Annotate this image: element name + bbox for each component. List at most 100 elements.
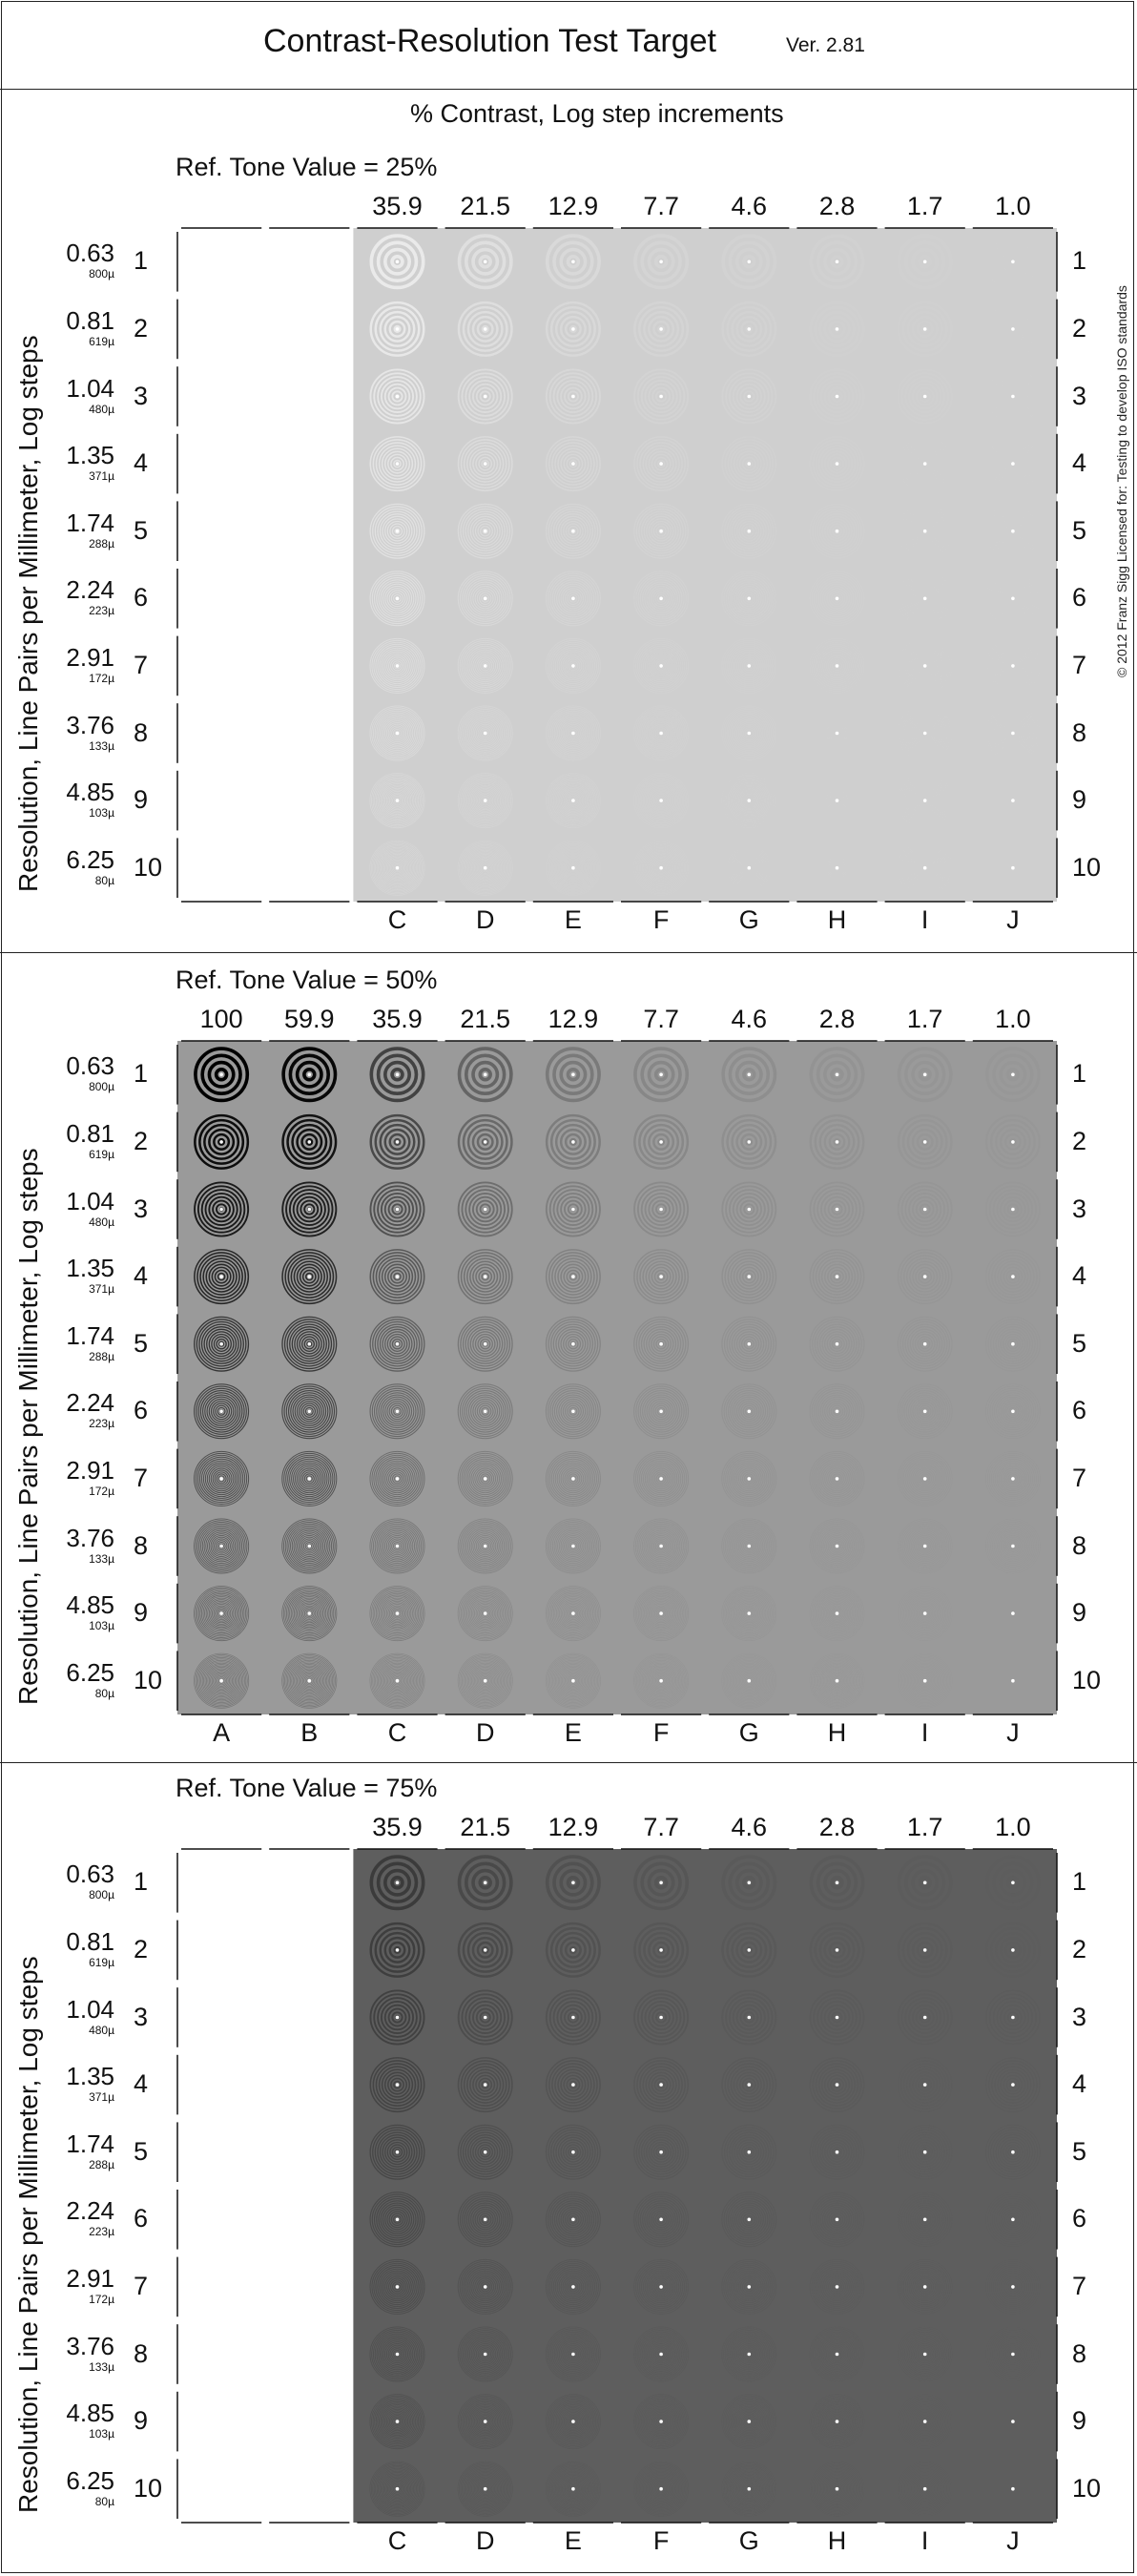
center-dot [659,1611,663,1615]
column-letter: B [300,1718,319,1747]
row-number-right: 8 [1072,1530,1087,1560]
center-dot [395,1072,400,1077]
row-number-left: 9 [134,2406,149,2436]
resolution-target [545,1047,601,1103]
center-dot [835,1880,839,1885]
row-number-left: 4 [134,1261,149,1291]
column-letter: F [652,905,670,934]
center-dot [835,2285,839,2289]
resolution-size-label: 619µ [89,1955,114,1969]
resolution-target [721,1113,777,1170]
resolution-target [721,436,777,492]
center-dot [395,664,400,668]
center-dot [835,1140,839,1144]
center-dot [483,596,487,601]
center-dot [835,1341,839,1346]
resolution-target [457,1855,513,1911]
resolution-target [457,2394,513,2450]
center-dot [483,1611,487,1615]
ref-tone-label: Ref. Tone Value = 50% [176,966,438,994]
column-letter: J [1006,2526,1020,2555]
resolution-target [369,1316,425,1372]
resolution-target [369,571,425,627]
row-number-left: 3 [134,381,149,410]
resolution-target [457,1652,513,1709]
resolution-target [457,637,513,694]
center-dot [835,2015,839,2020]
center-dot [395,1544,400,1548]
row-number-right: 4 [1072,448,1087,478]
resolution-target [545,1383,601,1440]
row-number-left: 7 [134,650,149,679]
center-dot [483,865,487,870]
row-number-left: 8 [134,1530,149,1560]
center-dot [483,1544,487,1548]
row-number-right: 6 [1072,2204,1087,2233]
column-letter: I [920,1718,929,1747]
resolution-size-label: 223µ [89,604,114,618]
center-dot [1011,394,1015,399]
resolution-target [545,2326,601,2382]
resolution-target [457,1586,513,1642]
panel-background [177,1041,1057,1714]
contrast-value-label: 1.0 [995,1005,1031,1033]
center-dot [659,1948,663,1952]
column-letter: I [920,905,929,934]
resolution-target [545,1989,601,2046]
contrast-value-label: 2.8 [818,1005,856,1033]
resolution-size-label: 800µ [89,1080,114,1094]
resolution-lpmm-label: 2.24 [66,1388,114,1418]
center-dot [395,1140,400,1144]
y-axis-label: Resolution, Line Pairs per Millimeter, L… [13,1956,43,2513]
center-dot [571,731,575,736]
resolution-target [545,637,601,694]
resolution-target [721,2124,777,2180]
resolution-target [633,1855,690,1911]
row-number-right: 4 [1072,1261,1087,1291]
center-dot [395,2015,400,2020]
center-dot [922,1341,927,1346]
ref-tone-label: Ref. Tone Value = 25% [176,153,438,181]
resolution-size-label: 133µ [89,1551,114,1566]
center-dot [483,731,487,736]
center-dot [395,2083,400,2087]
resolution-target [457,2124,513,2180]
center-dot [395,462,400,466]
resolution-target [809,1855,865,1911]
resolution-target [457,503,513,559]
center-dot [1011,2285,1015,2289]
center-dot [571,327,575,331]
center-dot [659,2083,663,2087]
resolution-target [545,2192,601,2248]
contrast-value-label: 1.7 [906,1005,943,1033]
resolution-lpmm-label: 1.04 [66,1186,114,1215]
center-dot [395,529,400,533]
resolution-target [457,2326,513,2382]
resolution-target [281,1383,338,1440]
resolution-size-label: 80µ [94,2494,114,2508]
row-number-right: 7 [1072,650,1087,679]
resolution-target [194,1113,250,1170]
center-dot [835,2150,839,2154]
resolution-target [369,1249,425,1305]
center-dot [483,1072,487,1077]
center-dot [571,1207,575,1212]
center-dot [307,1678,312,1683]
resolution-target [194,1047,250,1103]
center-dot [659,2420,663,2423]
center-dot [747,664,752,668]
center-dot [659,2150,663,2154]
resolution-target [633,234,690,290]
resolution-size-label: 133µ [89,2359,114,2374]
subtitle: % Contrast, Log step increments [410,99,784,128]
resolution-target [721,301,777,357]
contrast-value-label: 1.7 [906,1813,943,1841]
resolution-target [721,503,777,559]
resolution-target [194,1181,250,1237]
resolution-size-label: 480µ [89,2023,114,2037]
center-dot [659,1275,663,1278]
center-dot [219,1409,223,1414]
center-dot [659,462,663,466]
resolution-target [633,1518,690,1574]
